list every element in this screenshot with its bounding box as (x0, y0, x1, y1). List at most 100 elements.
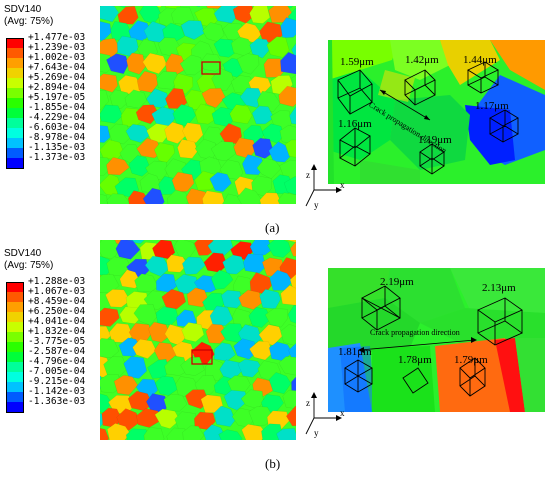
grain-cell (249, 6, 271, 24)
grain-cell (116, 35, 139, 57)
grain-label-b-1: 2.13μm (482, 282, 516, 294)
grain-cell (288, 343, 296, 359)
legend-label-b-7: -2.587e-04 (28, 346, 86, 357)
legend-label-a-4: +5.269e-04 (28, 72, 86, 83)
grain-cell (125, 123, 151, 143)
grain-cell (100, 307, 120, 327)
grain-cell (103, 356, 128, 378)
grain-cell (124, 89, 148, 109)
grain-cell (125, 428, 150, 440)
grain-cell (156, 71, 179, 90)
grain-cell (248, 406, 274, 426)
grain-cell (201, 87, 226, 109)
grain-cell (291, 376, 296, 394)
legend-label-a-1: +1.239e-03 (28, 42, 86, 53)
grain-cell (105, 289, 131, 308)
zoom-panel-a: 1.59μm 1.42μm 1.44μm 1.17μm 1.16μm 1.19μ… (300, 40, 545, 220)
grain-cell (100, 374, 122, 394)
grain-cell (266, 36, 290, 58)
grain-cell (282, 389, 296, 409)
crack-label-b: Crack propagation direction (370, 328, 460, 337)
grain-label-a-5: 1.19μm (418, 134, 452, 146)
grain-cell (155, 306, 179, 326)
grain-cell (100, 6, 119, 23)
axis-z-a: z (306, 170, 310, 180)
grain-cell (165, 53, 188, 75)
grain-cell (142, 187, 165, 204)
zoom-svg-b (305, 268, 545, 435)
grain-cell (233, 338, 257, 360)
legend-label-a-11: -1.135e-03 (28, 142, 86, 153)
legend-swatch-b-11 (6, 392, 24, 402)
grain-cell (106, 193, 131, 204)
grain-cell (249, 240, 273, 256)
grain-cell (221, 289, 243, 309)
grain-cell (171, 171, 195, 193)
legend-swatch-a-8 (6, 118, 24, 128)
grain-cell (278, 85, 296, 108)
stress-map-a (100, 6, 296, 204)
legend-swatch-b-9 (6, 372, 24, 382)
grain-cell (100, 193, 108, 204)
grain-label-a-4: 1.16μm (338, 118, 372, 130)
grain-cell (118, 6, 126, 8)
grain-label-b-3: 1.78μm (398, 354, 432, 366)
zoom-panel-b: 2.19μm 2.13μm 1.81μm 1.78μm 1.79μm Crack… (300, 268, 545, 448)
grain-cell (206, 6, 222, 9)
grain-cell (100, 427, 110, 440)
legend-label-b-12: -1.363e-03 (28, 396, 86, 407)
grain-cell (218, 429, 243, 440)
grain-cell (164, 121, 188, 144)
legend-title-a: SDV140 (4, 4, 42, 15)
legend-label-b-5: +1.832e-04 (28, 326, 86, 337)
grain-cell (100, 73, 118, 93)
grain-cell (268, 372, 292, 394)
grain-cell (134, 273, 159, 293)
legend-subtitle-a: (Avg: 75%) (4, 16, 54, 27)
grain-cell (129, 240, 145, 244)
grain-cell (182, 122, 204, 143)
axis-x-a: x (340, 180, 345, 190)
legend-label-b-11: -1.142e-03 (28, 386, 86, 397)
grain-cell (100, 21, 112, 42)
stress-map-b (100, 240, 296, 440)
grain-cell (117, 6, 139, 25)
grain-cell (236, 53, 260, 75)
zoom-region-box (201, 61, 221, 75)
grain-cell (239, 87, 264, 108)
grain-cell (259, 192, 282, 204)
grain-cell (167, 189, 190, 204)
axis-y-b: y (314, 428, 319, 438)
legend-label-b-9: -7.005e-04 (28, 366, 86, 377)
color-legend-b: +1.288e-03 +1.067e-03 +8.459e-04 +6.250e-04… (6, 277, 96, 413)
grain-cell (152, 240, 176, 260)
grain-cell (237, 359, 262, 378)
grain-cell (132, 338, 157, 359)
grain-label-a-0: 1.59μm (340, 56, 374, 68)
grain-cell (136, 138, 163, 159)
legend-swatch-a-0 (6, 38, 24, 49)
grain-cell (210, 269, 234, 290)
grain-cell (213, 6, 237, 24)
grain-cell (126, 52, 146, 75)
legend-swatch-b-12 (6, 402, 24, 413)
grain-cell (100, 125, 111, 143)
grain-cell (179, 54, 205, 76)
grain-cell (237, 187, 263, 204)
grain-cell (135, 104, 160, 125)
legend-swatch-a-3 (6, 68, 24, 78)
legend-swatch-a-1 (6, 48, 24, 58)
grain-cell (276, 428, 296, 440)
legend-swatch-a-6 (6, 98, 24, 108)
legend-swatch-a-9 (6, 128, 24, 138)
legend-swatch-a-11 (6, 148, 24, 158)
grain-cell (109, 89, 131, 109)
legend-label-a-12: -1.373e-03 (28, 152, 86, 163)
grain-cell (214, 342, 236, 362)
legend-swatch-b-7 (6, 352, 24, 362)
grain-cell (209, 172, 232, 192)
legend-label-a-5: +2.894e-04 (28, 82, 86, 93)
grain-cell (261, 423, 283, 440)
grain-cell (200, 53, 224, 72)
legend-label-a-0: +1.477e-03 (28, 32, 86, 43)
